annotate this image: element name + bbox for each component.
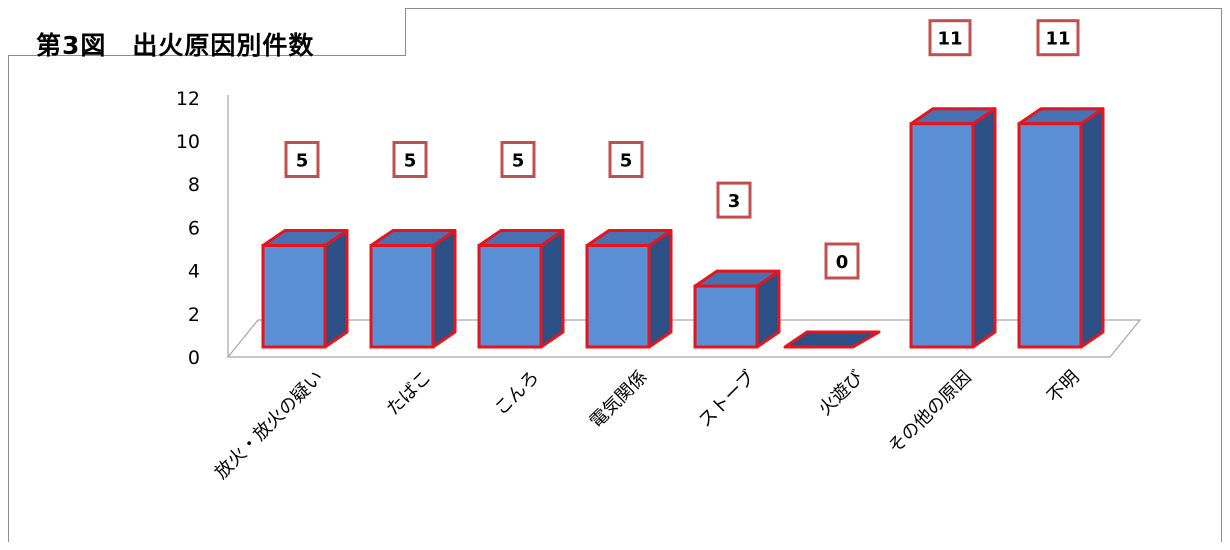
x-category-label: 火遊び: [815, 367, 868, 420]
bar-front-face: [477, 244, 543, 349]
y-tick-label: 0: [188, 347, 200, 369]
data-label-box: [500, 141, 536, 178]
y-tick-label: 12: [176, 88, 200, 110]
y-tick-label: 8: [188, 174, 200, 196]
chart-title: 第3図 出火原因別件数: [36, 31, 315, 60]
data-label-text: 11: [937, 29, 962, 50]
bar-front-face: [369, 244, 435, 349]
x-category-label: たばこ: [383, 367, 436, 420]
data-label-box: [1036, 19, 1080, 57]
bar: [909, 107, 997, 349]
data-label-box: [284, 141, 320, 178]
data-label-box: [716, 181, 752, 219]
y-tick-label: 10: [176, 131, 200, 153]
data-label: 5: [500, 141, 536, 178]
bar-side-face: [1079, 107, 1105, 349]
y-tick-label: 2: [188, 304, 200, 326]
bar: [369, 229, 457, 349]
data-label-text: 11: [1045, 29, 1070, 50]
bar: [261, 229, 349, 349]
bar: [477, 229, 565, 349]
data-label: 11: [928, 19, 972, 57]
bar-front-face: [261, 244, 327, 349]
x-category-label: ストーブ: [694, 366, 760, 432]
y-tick-label: 6: [188, 217, 200, 239]
data-label-box: [824, 242, 860, 280]
bar-front-face: [909, 122, 975, 349]
data-label-text: 3: [728, 191, 741, 212]
bar-side-face: [647, 229, 673, 349]
data-label: 5: [284, 141, 320, 178]
bar-front-face: [585, 244, 651, 349]
bar: [585, 229, 673, 349]
data-label: 0: [824, 242, 860, 280]
data-label-box: [392, 141, 428, 178]
data-label-text: 5: [512, 151, 525, 172]
x-category-label: 電気関係: [586, 367, 652, 433]
bar-side-face: [971, 107, 997, 349]
chart-frame: [8, 8, 1222, 542]
bar: [1017, 107, 1105, 349]
data-label-text: 5: [404, 151, 417, 172]
y-tick-label: 4: [188, 261, 200, 283]
data-label-box: [608, 141, 644, 178]
data-label-text: 0: [836, 252, 849, 273]
bar-side-face: [323, 229, 349, 349]
bar-side-face: [431, 229, 457, 349]
data-label: 3: [716, 181, 752, 219]
bar-flat: [783, 330, 881, 349]
data-label-text: 5: [296, 151, 309, 172]
chart-title-box: 第3図 出火原因別件数: [8, 8, 406, 60]
x-category-label: こんろ: [491, 367, 544, 420]
bar-side-face: [539, 229, 565, 349]
bar-front-face: [693, 284, 759, 349]
bar: [693, 269, 781, 349]
x-category-label: 不明: [1043, 367, 1083, 407]
data-label-box: [928, 19, 972, 57]
data-label: 5: [392, 141, 428, 178]
bar: [783, 330, 881, 349]
chart-floor: [226, 319, 1142, 358]
data-label: 5: [608, 141, 644, 178]
data-label-text: 5: [620, 151, 633, 172]
bar-front-face: [1017, 122, 1083, 349]
x-category-label: その他の原因: [884, 367, 975, 458]
data-label: 11: [1036, 19, 1080, 57]
x-category-label: 放火・放火の疑い: [211, 367, 328, 484]
